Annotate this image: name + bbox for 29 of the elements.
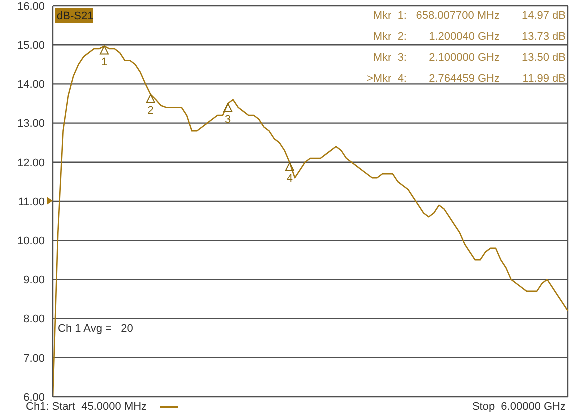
annotation: Mkr 2: bbox=[372, 31, 407, 44]
annotation: 2.100000 GHz bbox=[428, 52, 500, 65]
y-tick-label: 8.00 bbox=[24, 314, 45, 326]
annotation: Mkr 1: bbox=[372, 10, 407, 23]
annotation: Mkr 3: bbox=[372, 52, 407, 65]
annotation: 14.97 dB bbox=[520, 10, 566, 23]
y-tick-label: 14.00 bbox=[17, 79, 45, 92]
annotation: 3 bbox=[225, 114, 232, 126]
annotation: 2.764459 GHz bbox=[428, 73, 500, 86]
annotation: 11.99 dB bbox=[522, 73, 566, 86]
annotation: 1 bbox=[101, 56, 108, 68]
annotation: 13.73 dB bbox=[520, 31, 566, 44]
y-tick-label: 7.00 bbox=[24, 352, 45, 365]
annotation: 13.50 dB bbox=[520, 52, 566, 65]
annotation: >Mkr 4: bbox=[366, 73, 407, 86]
annotation: Ch 1 Avg = 20 bbox=[58, 323, 134, 335]
y-tick-label: 11.00 bbox=[18, 196, 45, 208]
y-tick-label: 10.00 bbox=[17, 236, 45, 248]
text: Stop 6.00000 GHz bbox=[472, 401, 566, 413]
text: Ch1: Start 45.0000 MHz bbox=[26, 401, 148, 413]
y-tick-label: 13.00 bbox=[17, 118, 45, 130]
annotation: 4 bbox=[286, 172, 293, 185]
y-tick-label: 9.00 bbox=[24, 274, 45, 287]
y-tick-label: 15.00 bbox=[17, 40, 45, 52]
y-tick-label: 16.00 bbox=[17, 0, 45, 13]
annotation: 658.007700 MHz bbox=[416, 10, 500, 23]
y-tick-label: 12.00 bbox=[17, 157, 45, 170]
annotation: 1.200040 GHz bbox=[428, 31, 500, 44]
annotation: 2 bbox=[148, 104, 154, 117]
